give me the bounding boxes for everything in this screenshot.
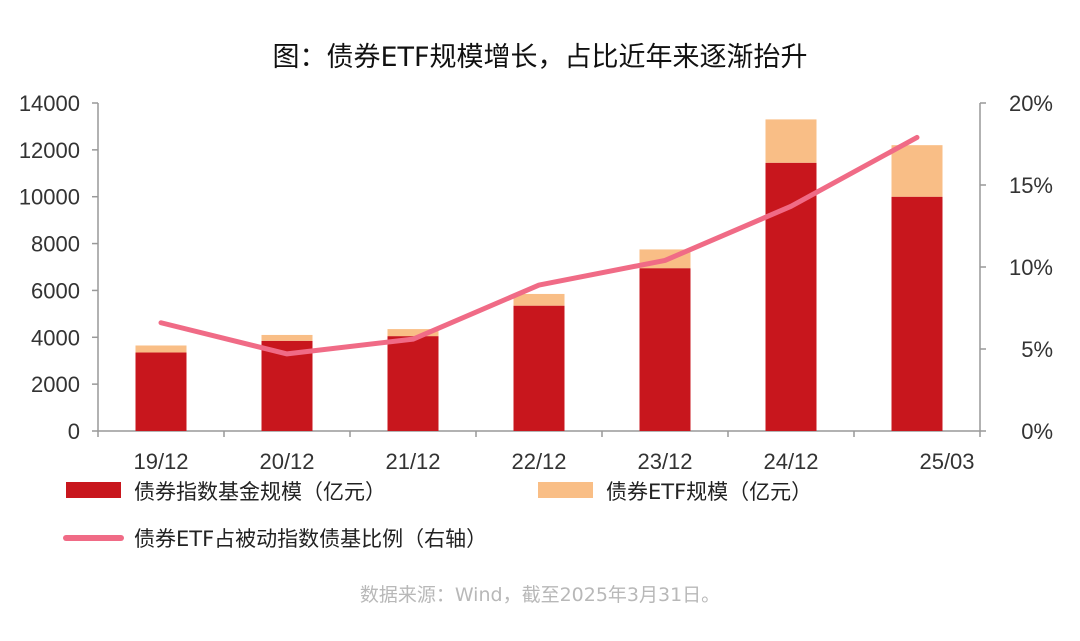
bar-bond-etf [135,345,187,353]
bar-index-fund [765,162,817,431]
y-left-tick-label: 8000 [31,232,80,257]
bar-bond-etf [891,145,943,197]
x-tick-label: 21/12 [385,449,440,474]
axes: 0 2000 4000 6000 8000 10000 12000 14000 0% 5% 10% 1… [19,91,1053,444]
legend-label-bond-etf: 债券ETF规模（亿元） [606,480,812,504]
legend: 债券指数基金规模（亿元） 债券ETF规模（亿元） 债券ETF占被动指数债基比例（… [63,480,812,551]
y-left-tick-label: 12000 [19,138,80,163]
legend-swatch-bond-etf [538,482,593,498]
x-tick-labels: 19/12 20/12 21/12 22/12 23/12 24/12 25/03 [133,449,974,474]
chart-title: 图：债券ETF规模增长，占比近年来逐渐抬升 [272,42,807,73]
y-right-tick-label: 5% [1021,337,1053,362]
y-left-tick-label: 0 [68,419,80,444]
y-left-tick-label: 14000 [19,91,80,116]
bars [135,119,943,431]
bar-index-fund [513,305,565,431]
y-right-tick-label: 20% [1009,91,1053,116]
y-right-tick-label: 0% [1021,419,1053,444]
y-left-tick-label: 4000 [31,325,80,350]
bar-index-fund [135,352,187,431]
x-tick-label: 23/12 [637,449,692,474]
legend-swatch-index-fund [66,482,121,498]
y-left-tick-label: 6000 [31,278,80,303]
x-tick-label: 19/12 [133,449,188,474]
x-tick-label: 24/12 [763,449,818,474]
legend-label-ratio-line: 债券ETF占被动指数债基比例（右轴） [134,527,487,551]
bar-index-fund [639,268,691,431]
bar-bond-etf [513,293,565,306]
x-tick-label: 22/12 [511,449,566,474]
source-note: 数据来源：Wind，截至2025年3月31日。 [360,584,720,606]
x-tick-label: 20/12 [259,449,314,474]
x-tick-label: 25/03 [919,449,974,474]
bar-index-fund [387,336,439,431]
ratio-line-layer [158,134,920,357]
legend-label-index-fund: 债券指数基金规模（亿元） [134,480,386,504]
y-right-tick-label: 15% [1009,173,1053,198]
bar-bond-etf [765,119,817,163]
bar-index-fund [891,196,943,431]
bar-bond-etf [261,334,313,341]
y-left-tick-label: 10000 [19,185,80,210]
y-left-tick-label: 2000 [31,372,80,397]
y-right-tick-label: 10% [1009,255,1053,280]
bar-bond-etf [387,329,439,337]
